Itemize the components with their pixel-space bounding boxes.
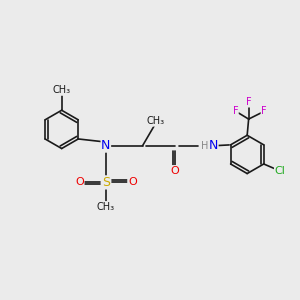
Text: F: F — [246, 97, 251, 107]
Text: CH₃: CH₃ — [146, 116, 164, 126]
Text: S: S — [102, 176, 110, 189]
Text: O: O — [75, 177, 84, 188]
Text: F: F — [261, 106, 267, 116]
Text: F: F — [232, 106, 238, 116]
Text: O: O — [128, 177, 137, 188]
Text: O: O — [171, 166, 179, 176]
Text: N: N — [101, 139, 110, 152]
Text: CH₃: CH₃ — [52, 85, 71, 95]
Text: Cl: Cl — [274, 166, 285, 176]
Text: CH₃: CH₃ — [97, 202, 115, 212]
Text: N: N — [208, 139, 218, 152]
Text: H: H — [201, 141, 208, 151]
